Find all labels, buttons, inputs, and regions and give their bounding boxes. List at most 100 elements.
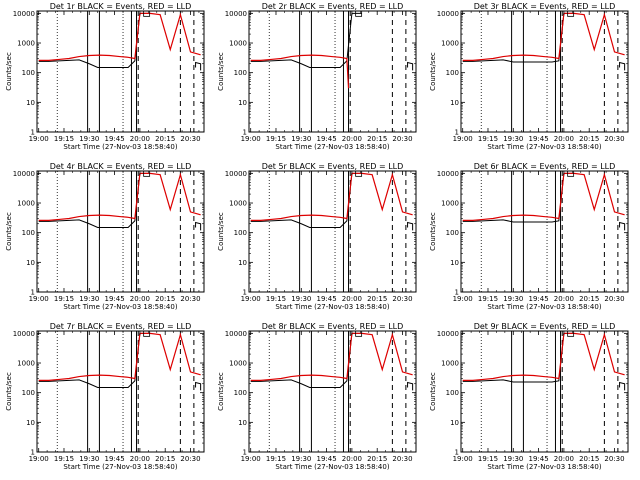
lld-series-line — [38, 172, 201, 221]
y-tick-label: 10000 — [13, 10, 35, 18]
panel-title: Det 7r BLACK = Events, RED = LLD — [50, 322, 192, 331]
x-axis-label: Start Time (27-Nov-03 18:58:40) — [275, 143, 389, 151]
x-tick-label: 19:00 — [241, 295, 261, 303]
y-axis-label: Counts/sec — [217, 372, 225, 411]
y-tick-label: 100 — [446, 229, 459, 237]
lld-series-line — [462, 332, 625, 381]
events-tail-segment — [195, 61, 202, 71]
y-tick-label: 100 — [446, 389, 459, 397]
y-tick-label: 1000 — [17, 40, 35, 48]
events-series-line — [462, 12, 575, 63]
y-tick-label: 10 — [26, 259, 35, 267]
y-tick-label: 1 — [243, 449, 247, 457]
panel-title: Det 3r BLACK = Events, RED = LLD — [474, 2, 616, 11]
y-axis-label: Counts/sec — [217, 52, 225, 91]
axes-frame — [460, 170, 629, 293]
x-tick-label: 19:00 — [241, 455, 261, 463]
x-tick-label: 19:00 — [29, 135, 49, 143]
saturation-marker — [143, 11, 151, 17]
x-axis-label: Start Time (27-Nov-03 18:58:40) — [487, 303, 601, 311]
panel-det-9: Det 9r BLACK = Events, RED = LLD 1 10 100 10… — [429, 322, 629, 471]
panel-det-7: Det 7r BLACK = Events, RED = LLD 1 10 100 10… — [5, 322, 205, 471]
events-tail-segment — [407, 381, 414, 391]
x-tick-label: 20:00 — [130, 455, 150, 463]
x-axis-label: Start Time (27-Nov-03 18:58:40) — [487, 143, 601, 151]
plot-area — [462, 171, 626, 292]
x-tick-label: 20:15 — [155, 135, 175, 143]
axes-frame — [460, 10, 629, 133]
y-axis-label: Counts/sec — [429, 52, 437, 91]
x-tick-label: 19:45 — [105, 455, 125, 463]
events-tail-segment — [195, 221, 202, 231]
y-tick-label: 1 — [455, 129, 459, 137]
saturation-marker — [355, 331, 363, 337]
x-tick-label: 19:45 — [529, 135, 549, 143]
axes-frame — [248, 170, 417, 293]
x-tick-label: 19:45 — [105, 295, 125, 303]
y-tick-label: 10000 — [437, 330, 459, 338]
saturation-marker — [567, 171, 575, 177]
x-tick-label: 20:00 — [342, 135, 362, 143]
x-tick-label: 20:30 — [392, 135, 412, 143]
x-tick-label: 20:00 — [342, 455, 362, 463]
y-tick-label: 1 — [243, 129, 247, 137]
y-tick-label: 10000 — [13, 170, 35, 178]
x-tick-label: 20:00 — [130, 135, 150, 143]
x-tick-label: 20:00 — [554, 135, 574, 143]
x-tick-label: 19:30 — [291, 295, 311, 303]
events-tail-segment — [619, 381, 626, 391]
y-tick-label: 1000 — [441, 200, 459, 208]
x-axis-label: Start Time (27-Nov-03 18:58:40) — [275, 303, 389, 311]
y-axis-label: Counts/sec — [217, 212, 225, 251]
events-tail-segment — [195, 381, 202, 391]
y-axis-label: Counts/sec — [5, 212, 13, 251]
x-axis-label: Start Time (27-Nov-03 18:58:40) — [63, 463, 177, 471]
panel-det-3: Det 3r BLACK = Events, RED = LLD 1 10 100 10… — [429, 2, 629, 151]
x-tick-label: 19:45 — [529, 295, 549, 303]
plot-area — [250, 331, 414, 452]
x-tick-label: 19:00 — [29, 295, 49, 303]
x-tick-label: 20:30 — [604, 455, 624, 463]
lld-series-line — [462, 172, 625, 221]
plot-area — [38, 11, 202, 132]
x-tick-label: 19:30 — [503, 295, 523, 303]
y-tick-label: 1 — [455, 289, 459, 297]
y-tick-label: 1000 — [17, 200, 35, 208]
x-tick-label: 19:45 — [317, 135, 337, 143]
saturation-marker — [355, 11, 363, 17]
x-tick-label: 20:30 — [180, 455, 200, 463]
plot-area — [462, 331, 626, 452]
panel-title: Det 9r BLACK = Events, RED = LLD — [474, 322, 616, 331]
axes-frame — [248, 10, 417, 133]
y-tick-label: 10 — [450, 259, 459, 267]
x-tick-label: 20:30 — [604, 295, 624, 303]
x-tick-label: 19:00 — [453, 135, 473, 143]
saturation-marker — [567, 11, 575, 17]
x-tick-label: 20:15 — [367, 135, 387, 143]
y-axis-label: Counts/sec — [429, 212, 437, 251]
plot-area — [250, 11, 414, 132]
x-tick-label: 20:30 — [392, 455, 412, 463]
panel-det-1: Det 1r BLACK = Events, RED = LLD 1 10 100 10… — [5, 2, 205, 151]
axes-frame — [36, 330, 205, 453]
y-axis-label: Counts/sec — [5, 372, 13, 411]
x-tick-label: 19:30 — [79, 295, 99, 303]
panel-det-8: Det 8r BLACK = Events, RED = LLD 1 10 100 10… — [217, 322, 417, 471]
panel-title: Det 5r BLACK = Events, RED = LLD — [262, 162, 404, 171]
y-tick-label: 10 — [450, 99, 459, 107]
x-tick-label: 19:15 — [478, 135, 498, 143]
x-tick-label: 19:15 — [54, 135, 74, 143]
saturation-marker — [143, 331, 151, 337]
lld-series-line — [38, 332, 201, 381]
y-tick-label: 10000 — [437, 10, 459, 18]
lld-series-line — [38, 12, 201, 61]
panel-det-5: Det 5r BLACK = Events, RED = LLD 1 10 100 10… — [217, 162, 417, 311]
y-tick-label: 1000 — [229, 200, 247, 208]
panel-title: Det 6r BLACK = Events, RED = LLD — [474, 162, 616, 171]
x-tick-label: 19:30 — [79, 455, 99, 463]
y-tick-label: 10000 — [225, 170, 247, 178]
y-tick-label: 10 — [238, 259, 247, 267]
y-tick-label: 10000 — [13, 330, 35, 338]
y-tick-label: 100 — [234, 389, 247, 397]
